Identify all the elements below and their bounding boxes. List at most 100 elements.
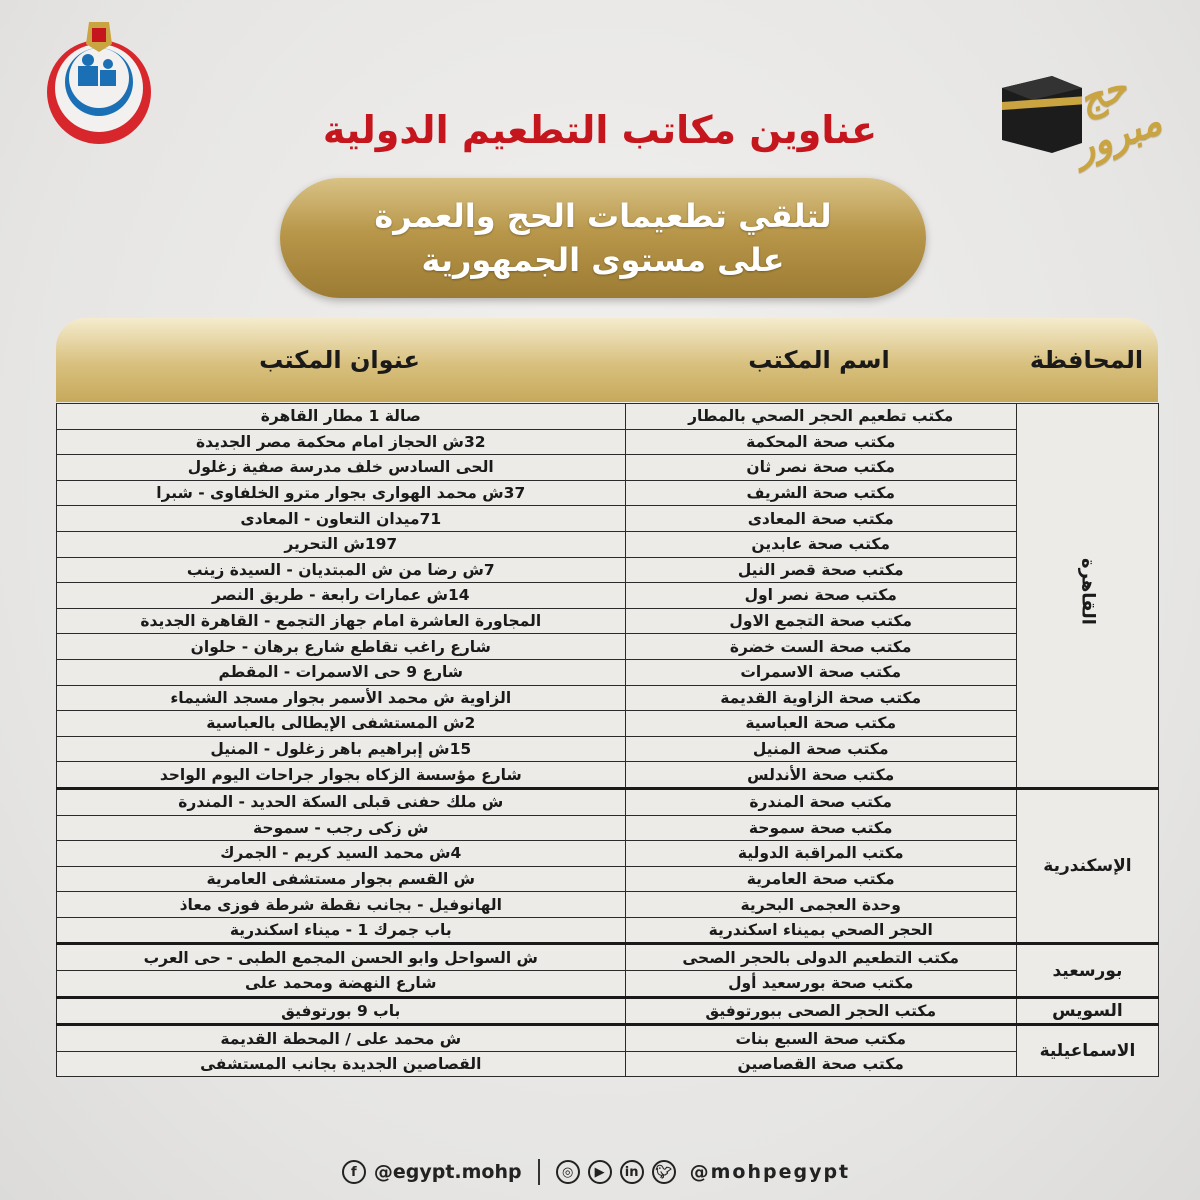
office-name-cell: مكتب صحة الاسمرات xyxy=(624,658,1017,686)
office-address-cell: المجاورة العاشرة امام جهاز التجمع - القا… xyxy=(56,607,626,635)
table-row: مكتب صحة التجمع الاول المجاورة العاشرة ام… xyxy=(56,607,1159,635)
table-row: مكتب صحة الست خضرة شارع راغب تقاطع شارع ب… xyxy=(56,633,1159,660)
office-name-cell: مكتب صحة الشريف xyxy=(624,479,1017,507)
office-address-cell: ش القسم بجوار مستشفى العامرية xyxy=(56,865,626,893)
office-address-cell: شارع النهضة ومحمد على xyxy=(56,970,626,998)
office-name-cell: مكتب صحة قصر النيل xyxy=(624,556,1017,584)
table-row: مكتب صحة المعادى 71ميدان التعاون - المعاد… xyxy=(56,505,1159,532)
table-row: مكتب صحة العامرية ش القسم بجوار مستشفى ال… xyxy=(56,865,1159,893)
office-name-cell: مكتب صحة نصر اول xyxy=(624,582,1017,609)
office-name-cell: مكتب صحة القصاصين xyxy=(624,1050,1017,1078)
table-row: مكتب صحة سموحة ش زكى رجب - سموحة xyxy=(56,814,1159,842)
table-header: المحافظة اسم المكتب عنوان المكتب xyxy=(56,318,1158,402)
header-office-address: عنوان المكتب xyxy=(259,346,420,374)
linkedin-icon[interactable]: in xyxy=(619,1160,644,1184)
table-row: مكتب صحة الشريف 37ش محمد الهوارى بجوار مت… xyxy=(56,479,1159,507)
table-row: القاهرة مكتب تطعيم الحجر الصحي بالمطار صال… xyxy=(56,403,1160,789)
governorate-cell: بورسعيد xyxy=(1015,942,1160,998)
table-row: السويس مكتب الحجر الصحى ببورتوفيق باب 9 بو… xyxy=(56,995,1160,1026)
office-address-cell: شارع 9 حى الاسمرات - المقطم xyxy=(56,658,626,686)
table-row: مكتب صحة الاسمرات شارع 9 حى الاسمرات - ال… xyxy=(56,658,1159,686)
subtitle-line-2: على مستوى الجمهورية xyxy=(421,241,785,279)
offices-table: القاهرة مكتب تطعيم الحجر الصحي بالمطار صال… xyxy=(56,403,1160,1078)
table-row: الحجر الصحي بميناء اسكندرية باب جمرك 1 - … xyxy=(56,916,1159,945)
office-address-cell: ش زكى رجب - سموحة xyxy=(56,814,626,842)
facebook-icon[interactable]: f xyxy=(341,1160,366,1184)
governorate-cell: الاسماعيلية xyxy=(1015,1023,1160,1078)
office-address-cell: 197ش التحرير xyxy=(56,530,626,558)
office-address-cell: 4ش محمد السيد كريم - الجمرك xyxy=(56,840,626,867)
table-row: مكتب صحة المنيل 15ش إبراهيم باهر زغلول - … xyxy=(56,735,1159,763)
table-row: مكتب صحة بورسعيد أول شارع النهضة ومحمد عل… xyxy=(56,970,1159,998)
governorate-label: بورسعيد xyxy=(1052,960,1123,981)
office-address-cell: باب 9 بورتوفيق xyxy=(56,995,626,1026)
table-row: وحدة العجمى البحرية الهانوفيل - بجانب نقط… xyxy=(56,891,1159,918)
table-row: مكتب صحة عابدين 197ش التحرير xyxy=(56,530,1159,558)
governorate-cell: الإسكندرية xyxy=(1015,786,1160,945)
office-address-cell: ش السواحل وابو الحسن المجمع الطبى - حى ا… xyxy=(56,942,626,972)
kaaba-icon xyxy=(1002,76,1082,153)
office-name-cell: مكتب صحة المندرة xyxy=(624,786,1017,816)
office-name-cell: مكتب صحة عابدين xyxy=(624,530,1017,558)
office-name-cell: مكتب صحة التجمع الاول xyxy=(624,607,1017,635)
social-handle[interactable]: @mohpegypt xyxy=(689,1161,851,1183)
office-address-cell: الهانوفيل - بجانب نقطة شرطة فوزى معاذ xyxy=(56,891,626,918)
youtube-icon[interactable]: ▶ xyxy=(587,1160,612,1184)
governorate-label: الإسكندرية xyxy=(1043,856,1132,877)
office-address-cell: ش محمد على / المحطة القديمة xyxy=(56,1023,626,1052)
ministry-logo xyxy=(47,22,151,144)
office-name-cell: مكتب التطعيم الدولى بالحجر الصحى xyxy=(624,942,1017,972)
table-row: الاسماعيلية مكتب صحة السبع بنات ش محمد على… xyxy=(56,1023,1160,1078)
office-name-cell: مكتب تطعيم الحجر الصحي بالمطار xyxy=(624,403,1017,430)
subtitle-banner: لتلقي تطعيمات الحج والعمرة على مستوى الج… xyxy=(280,178,926,298)
header-governorate: المحافظة xyxy=(1029,346,1144,374)
office-name-cell: مكتب صحة المحكمة xyxy=(624,428,1017,456)
office-name-cell: مكتب صحة سموحة xyxy=(624,814,1017,842)
table-row: مكتب المراقبة الدولية 4ش محمد السيد كريم … xyxy=(56,840,1159,867)
office-name-cell: مكتب صحة بورسعيد أول xyxy=(624,970,1017,998)
twitter-icon[interactable]: 🐦︎ xyxy=(651,1160,676,1184)
divider xyxy=(537,1159,540,1185)
office-name-cell: مكتب صحة الست خضرة xyxy=(624,633,1017,660)
governorate-cell: القاهرة xyxy=(1015,403,1160,789)
table-row: مكتب صحة قصر النيل 7ش رضا من ش المبتديان … xyxy=(56,556,1159,584)
table-row: مكتب صحة نصر اول 14ش عمارات رابعة - طريق … xyxy=(56,582,1159,609)
governorate-label: القاهرة xyxy=(1077,558,1099,626)
office-address-cell: 14ش عمارات رابعة - طريق النصر xyxy=(56,582,626,609)
office-address-cell: 2ش المستشفى الإيطالى بالعباسية xyxy=(56,710,626,737)
table-row: مكتب صحة الزاوية القديمة الزاوية ش محمد ا… xyxy=(56,684,1159,712)
office-name-cell: مكتب الحجر الصحى ببورتوفيق xyxy=(624,995,1017,1026)
office-name-cell: مكتب صحة نصر ثان xyxy=(624,454,1017,481)
office-name-cell: الحجر الصحي بميناء اسكندرية xyxy=(624,916,1017,945)
instagram-icon[interactable]: ◎ xyxy=(555,1160,580,1184)
table-row: مكتب صحة القصاصين القصاصين الجديدة بجانب … xyxy=(56,1050,1159,1078)
office-address-cell: 15ش إبراهيم باهر زغلول - المنيل xyxy=(56,735,626,763)
office-address-cell: 37ش محمد الهوارى بجوار مترو الخلفاوى - ش… xyxy=(56,479,626,507)
header-office-name: اسم المكتب xyxy=(748,346,890,374)
office-address-cell: ش ملك حفنى قبلى السكة الحديد - المندرة xyxy=(56,786,626,816)
office-name-cell: وحدة العجمى البحرية xyxy=(624,891,1017,918)
table-row: مكتب صحة المحكمة 32ش الحجاز امام محكمة مص… xyxy=(56,428,1159,456)
office-name-cell: مكتب صحة الأندلس xyxy=(624,761,1017,789)
office-address-cell: صالة 1 مطار القاهرة xyxy=(56,403,626,430)
office-address-cell: 7ش رضا من ش المبتديان - السيدة زينب xyxy=(56,556,626,584)
office-name-cell: مكتب صحة السبع بنات xyxy=(624,1023,1017,1052)
table-row: مكتب صحة الأندلس شارع مؤسسة الزكاه بجوار … xyxy=(56,761,1159,789)
office-name-cell: مكتب صحة الزاوية القديمة xyxy=(624,684,1017,712)
governorate-cell: السويس xyxy=(1015,995,1160,1026)
social-footer: f @egypt.mohp ◎ ▶ in 🐦︎ @mohpegypt xyxy=(336,1152,856,1192)
table-row: بورسعيد مكتب التطعيم الدولى بالحجر الصحى ش… xyxy=(56,942,1160,998)
office-address-cell: باب جمرك 1 - ميناء اسكندرية xyxy=(56,916,626,945)
subtitle-line-1: لتلقي تطعيمات الحج والعمرة xyxy=(374,197,832,235)
office-name-cell: مكتب صحة العامرية xyxy=(624,865,1017,893)
office-address-cell: القصاصين الجديدة بجانب المستشفى xyxy=(56,1050,626,1078)
office-name-cell: مكتب صحة العباسية xyxy=(624,710,1017,737)
office-address-cell: شارع مؤسسة الزكاه بجوار جراحات اليوم الو… xyxy=(56,761,626,789)
office-name-cell: مكتب صحة المنيل xyxy=(624,735,1017,763)
table-row: الإسكندرية مكتب صحة المندرة ش ملك حفنى قبل… xyxy=(56,786,1160,945)
office-address-cell: 32ش الحجاز امام محكمة مصر الجديدة xyxy=(56,428,626,456)
office-name-cell: مكتب المراقبة الدولية xyxy=(624,840,1017,867)
governorate-label: الاسماعيلية xyxy=(1039,1041,1136,1062)
facebook-handle[interactable]: @egypt.mohp xyxy=(373,1161,522,1183)
office-address-cell: الحى السادس خلف مدرسة صفية زغلول xyxy=(56,454,626,481)
